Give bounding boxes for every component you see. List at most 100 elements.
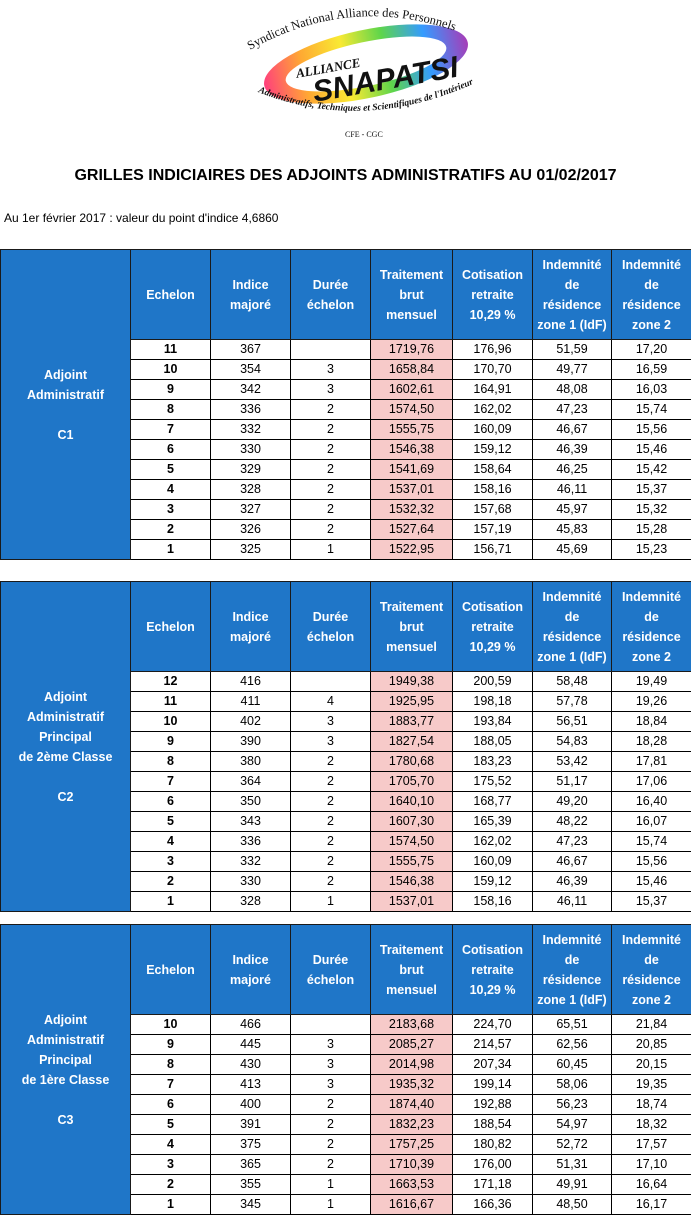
cell-indemnite-zone2: 16,07 bbox=[611, 811, 691, 832]
column-header-traitement-brut: Traitement brut mensuel bbox=[370, 249, 453, 340]
cell-indemnite-zone1: 56,51 bbox=[532, 711, 612, 732]
cell-cotisation-retraite: 183,23 bbox=[452, 751, 533, 772]
cell-duree-echelon: 3 bbox=[290, 731, 371, 752]
cell-cotisation-retraite: 165,39 bbox=[452, 811, 533, 832]
cell-echelon: 4 bbox=[130, 1134, 211, 1155]
cell-cotisation-retraite: 168,77 bbox=[452, 791, 533, 812]
cell-echelon: 1 bbox=[130, 1194, 211, 1215]
page-subtitle: Au 1er février 2017 : valeur du point d'… bbox=[4, 211, 279, 225]
logo-graphic: Syndicat National Alliance des Personnel… bbox=[245, 5, 475, 139]
cell-indice-majore: 364 bbox=[210, 771, 291, 792]
column-header-duree-echelon: Durée échelon bbox=[290, 249, 371, 340]
column-header-line: 10,29 % bbox=[469, 639, 516, 654]
cell-indice-majore: 391 bbox=[210, 1114, 291, 1135]
column-header-line: Traitement bbox=[379, 942, 444, 957]
cell-duree-echelon: 3 bbox=[290, 359, 371, 380]
cell-indice-majore: 336 bbox=[210, 399, 291, 420]
cell-cotisation-retraite: 224,70 bbox=[452, 1014, 533, 1035]
column-header-line: Cotisation bbox=[461, 942, 524, 957]
cell-indemnite-zone1: 46,11 bbox=[532, 479, 612, 500]
table-row: 2 326 2 1527,64 157,19 45,83 15,28 bbox=[1, 519, 691, 540]
table-row: 6 400 2 1874,40 192,88 56,23 18,74 bbox=[1, 1094, 691, 1115]
cell-indice-majore: 390 bbox=[210, 731, 291, 752]
cell-indice-majore: 367 bbox=[210, 339, 291, 360]
cell-duree-echelon: 2 bbox=[290, 751, 371, 772]
column-header-line: de bbox=[564, 277, 580, 292]
table-row: 9 342 3 1602,61 164,91 48,08 16,03 bbox=[1, 379, 691, 400]
cell-indice-majore: 330 bbox=[210, 439, 291, 460]
cell-indemnite-zone1: 58,06 bbox=[532, 1074, 612, 1095]
cell-indice-majore: 355 bbox=[210, 1174, 291, 1195]
cell-indemnite-zone2: 16,59 bbox=[611, 359, 691, 380]
column-header-line: brut bbox=[399, 962, 424, 977]
cell-echelon: 11 bbox=[130, 691, 211, 712]
cell-duree-echelon: 1 bbox=[290, 539, 371, 560]
column-header-line: Indemnité bbox=[542, 589, 602, 604]
column-header-traitement-brut: Traitement brut mensuel bbox=[370, 924, 453, 1015]
column-header-line: zone 1 (IdF) bbox=[537, 992, 607, 1007]
cell-indice-majore: 330 bbox=[210, 871, 291, 892]
cell-cotisation-retraite: 159,12 bbox=[452, 871, 533, 892]
cell-cotisation-retraite: 176,00 bbox=[452, 1154, 533, 1175]
grade-label-line: Principal bbox=[39, 1052, 92, 1067]
table-row: 5 329 2 1541,69 158,64 46,25 15,42 bbox=[1, 459, 691, 480]
cell-indice-majore: 329 bbox=[210, 459, 291, 480]
cell-duree-echelon: 4 bbox=[290, 691, 371, 712]
cell-traitement-brut: 1546,38 bbox=[370, 871, 453, 892]
column-header-cotisation-retraite: Cotisation retraite 10,29 % bbox=[452, 249, 533, 340]
grade-label-line: Administratif bbox=[26, 387, 105, 402]
table-header-row: Adjoint Administratif C1 Echelon Indice major… bbox=[0, 249, 691, 560]
cell-indemnite-zone1: 51,31 bbox=[532, 1154, 612, 1175]
cell-duree-echelon: 3 bbox=[290, 379, 371, 400]
cell-indemnite-zone2: 15,46 bbox=[611, 871, 691, 892]
cell-echelon: 3 bbox=[130, 1154, 211, 1175]
logo-swirl-inner bbox=[285, 36, 447, 92]
cell-traitement-brut: 1757,25 bbox=[370, 1134, 453, 1155]
cell-cotisation-retraite: 200,59 bbox=[452, 671, 533, 692]
cell-duree-echelon: 2 bbox=[290, 1114, 371, 1135]
grade-label-line: Administratif bbox=[26, 1032, 105, 1047]
cell-duree-echelon: 2 bbox=[290, 791, 371, 812]
cell-indemnite-zone2: 15,56 bbox=[611, 851, 691, 872]
cell-indemnite-zone2: 18,84 bbox=[611, 711, 691, 732]
table-row: 10 354 3 1658,84 170,70 49,77 16,59 bbox=[1, 359, 691, 380]
column-header-line: Indice bbox=[232, 952, 269, 967]
cell-echelon: 5 bbox=[130, 459, 211, 480]
cell-indemnite-zone2: 15,42 bbox=[611, 459, 691, 480]
cell-indemnite-zone1: 54,97 bbox=[532, 1114, 612, 1135]
table-row: 2 330 2 1546,38 159,12 46,39 15,46 bbox=[1, 871, 691, 892]
cell-echelon: 3 bbox=[130, 499, 211, 520]
cell-indemnite-zone1: 48,08 bbox=[532, 379, 612, 400]
grade-table-3: Adjoint Administratif Principal de 1ère Cla… bbox=[0, 924, 691, 1215]
table-row: 5 343 2 1607,30 165,39 48,22 16,07 bbox=[1, 811, 691, 832]
cell-cotisation-retraite: 199,14 bbox=[452, 1074, 533, 1095]
cell-cotisation-retraite: 193,84 bbox=[452, 711, 533, 732]
cell-indemnite-zone2: 17,06 bbox=[611, 771, 691, 792]
cell-indemnite-zone2: 16,64 bbox=[611, 1174, 691, 1195]
column-header-line: de bbox=[644, 609, 659, 624]
cell-traitement-brut: 2014,98 bbox=[370, 1054, 453, 1075]
column-header-cotisation-retraite: Cotisation retraite 10,29 % bbox=[452, 924, 533, 1015]
cell-indemnite-zone1: 49,91 bbox=[532, 1174, 612, 1195]
cell-echelon: 11 bbox=[130, 339, 211, 360]
column-header-line: retraite bbox=[471, 619, 514, 634]
table-row: 1 325 1 1522,95 156,71 45,69 15,23 bbox=[1, 539, 691, 560]
column-header-line: Echelon bbox=[146, 287, 195, 302]
cell-indemnite-zone1: 48,22 bbox=[532, 811, 612, 832]
cell-indice-majore: 365 bbox=[210, 1154, 291, 1175]
cell-traitement-brut: 2183,68 bbox=[370, 1014, 453, 1035]
table-row: 3 327 2 1532,32 157,68 45,97 15,32 bbox=[1, 499, 691, 520]
grade-label-line: de 2ème Classe bbox=[18, 749, 113, 764]
grade-label-line: Principal bbox=[39, 729, 92, 744]
cell-duree-echelon: 2 bbox=[290, 419, 371, 440]
column-header-line: de bbox=[564, 609, 580, 624]
cell-duree-echelon: 2 bbox=[290, 811, 371, 832]
cell-indice-majore: 380 bbox=[210, 751, 291, 772]
cell-duree-echelon: 1 bbox=[290, 1194, 371, 1215]
table-row: 10 466 2183,68 224,70 65,51 21,84 bbox=[1, 1014, 691, 1035]
column-header-indice-majore: Indice majoré bbox=[210, 249, 291, 340]
cell-indemnite-zone2: 19,26 bbox=[611, 691, 691, 712]
cell-traitement-brut: 1640,10 bbox=[370, 791, 453, 812]
cell-indice-majore: 466 bbox=[210, 1014, 291, 1035]
cell-indemnite-zone1: 52,72 bbox=[532, 1134, 612, 1155]
